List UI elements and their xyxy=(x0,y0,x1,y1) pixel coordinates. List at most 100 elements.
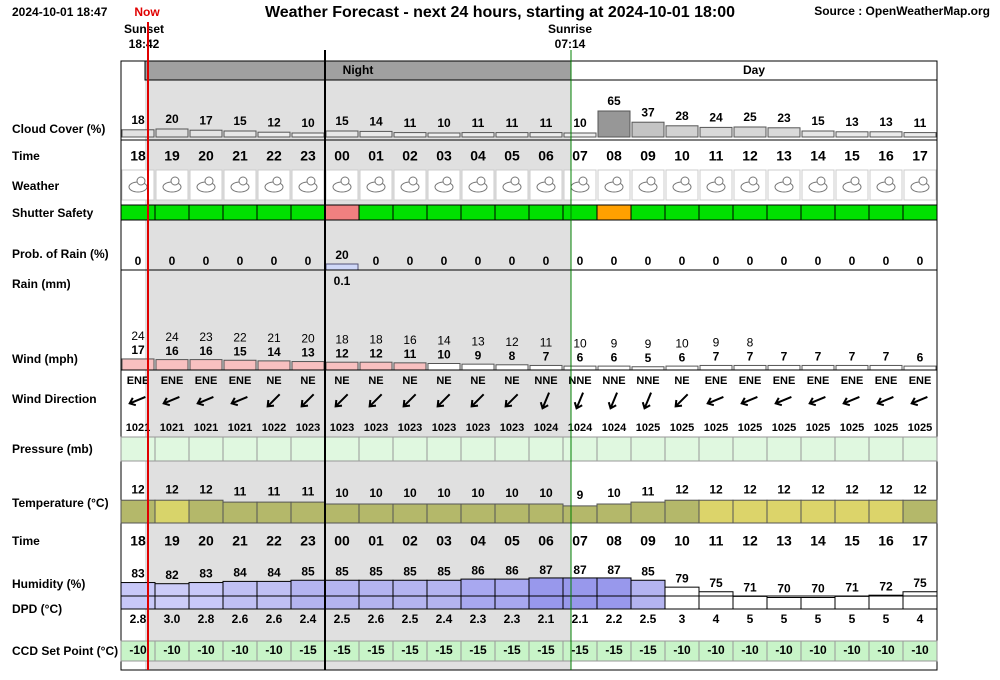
dpd-value: 2.8 xyxy=(198,612,215,626)
hour: 13 xyxy=(776,533,792,549)
wind-direction: NNE xyxy=(602,375,625,387)
dpd-value: 2.2 xyxy=(606,612,623,626)
dpd-value: 2.3 xyxy=(470,612,487,626)
hour: 03 xyxy=(436,533,452,549)
cloud-bar xyxy=(427,132,461,138)
pressure-value: 1025 xyxy=(772,422,796,434)
wind-speed: 5 xyxy=(645,351,652,365)
source: Source : OpenWeatherMap.org xyxy=(814,4,990,18)
hour: 09 xyxy=(640,148,656,164)
temperature-bar xyxy=(222,501,258,524)
pressure-cell xyxy=(188,436,224,462)
pressure-cell xyxy=(630,436,666,462)
wind-arrow xyxy=(368,393,383,408)
humidity-bar xyxy=(426,579,462,610)
hour: 06 xyxy=(538,148,554,164)
cloud-bar xyxy=(733,126,767,138)
ccd-value: -15 xyxy=(435,643,453,657)
rain-prob-value: 0 xyxy=(645,254,652,268)
wind-speed: 6 xyxy=(679,350,686,364)
row-label: CCD Set Point (°C) xyxy=(12,644,118,658)
wind-speed: 8 xyxy=(509,349,516,363)
pressure-value: 1024 xyxy=(568,422,593,434)
cloud-value: 11 xyxy=(472,116,485,130)
cloud-value: 10 xyxy=(301,116,315,130)
wind-gust: 23 xyxy=(199,330,213,344)
humidity-value: 70 xyxy=(811,582,825,596)
hour: 20 xyxy=(198,148,214,164)
wind-bar xyxy=(903,365,937,371)
rain-prob-value: 0 xyxy=(169,254,176,268)
temperature-bar xyxy=(732,499,768,524)
pressure-value: 1025 xyxy=(840,422,864,434)
dpd-value: 2.6 xyxy=(368,612,385,626)
hour: 09 xyxy=(640,533,656,549)
pressure-value: 1023 xyxy=(432,422,456,434)
shutter-cell xyxy=(698,204,734,221)
pressure-value: 1023 xyxy=(398,422,422,434)
weather-icon xyxy=(204,176,214,186)
wind-arrow xyxy=(436,393,451,408)
ccd-value: -10 xyxy=(163,643,181,657)
wind-bar xyxy=(461,363,495,371)
pressure-cell xyxy=(732,436,768,462)
wind-speed: 12 xyxy=(369,346,383,360)
cloud-bar xyxy=(461,132,495,138)
wind-speed: 16 xyxy=(165,344,179,358)
pressure-cell xyxy=(902,436,938,462)
pressure-value: 1023 xyxy=(330,422,354,434)
wind-gust: 9 xyxy=(713,336,720,350)
wind-gust: 18 xyxy=(369,332,383,346)
wind-direction: ENE xyxy=(229,375,252,387)
shutter-cell xyxy=(596,204,632,221)
wind-speed: 14 xyxy=(267,345,281,359)
pressure-value: 1025 xyxy=(636,422,660,434)
wind-gust: 9 xyxy=(645,337,652,351)
humidity-bar xyxy=(324,579,360,610)
temperature-value: 12 xyxy=(777,482,791,496)
weather-icon xyxy=(850,176,860,186)
temperature-bar xyxy=(596,503,632,524)
hour: 11 xyxy=(709,533,724,549)
pressure-cell xyxy=(120,436,156,462)
wind-direction: NE xyxy=(504,375,519,387)
ccd-value: -15 xyxy=(503,643,521,657)
cloud-value: 15 xyxy=(335,114,349,128)
now-label: Now xyxy=(134,5,160,19)
hour: 17 xyxy=(912,533,928,549)
shutter-cell xyxy=(358,204,394,221)
weather-icon xyxy=(816,176,826,186)
shutter-cell xyxy=(528,204,564,221)
wind-arrow xyxy=(774,396,792,407)
wind-gust: 11 xyxy=(540,336,553,350)
pressure-value: 1021 xyxy=(160,422,184,434)
weather-icon xyxy=(612,176,622,186)
wind-gust: 9 xyxy=(611,336,618,350)
pressure-cell xyxy=(698,436,734,462)
rain-prob-value: 0 xyxy=(543,254,550,268)
sunset-time: 18:42 xyxy=(129,37,160,51)
humidity-bar xyxy=(222,580,258,610)
pressure-cell xyxy=(222,436,258,462)
shutter-cell xyxy=(460,204,496,221)
wind-gust: 20 xyxy=(301,332,315,346)
ccd-value: -10 xyxy=(197,643,215,657)
wind-direction: NNE xyxy=(534,375,557,387)
pressure-cell xyxy=(834,436,870,462)
humidity-bar xyxy=(766,597,802,610)
shutter-cell xyxy=(392,204,428,221)
pressure-cell xyxy=(426,436,462,462)
temperature-bar xyxy=(800,499,836,524)
cloud-value: 15 xyxy=(233,114,247,128)
cells: 18181801724ENE102112832.8-1020191901624E… xyxy=(120,94,938,662)
hour: 15 xyxy=(844,148,860,164)
rain-prob-value: 0 xyxy=(373,254,380,268)
pressure-cell xyxy=(562,436,598,462)
ccd-value: -10 xyxy=(673,643,691,657)
title: Weather Forecast - next 24 hours, starti… xyxy=(265,4,735,21)
pressure-cell xyxy=(868,436,904,462)
humidity-bar xyxy=(528,577,564,610)
wind-speed: 7 xyxy=(815,350,822,364)
shutter-cell xyxy=(732,204,768,221)
temperature-value: 12 xyxy=(131,482,145,496)
